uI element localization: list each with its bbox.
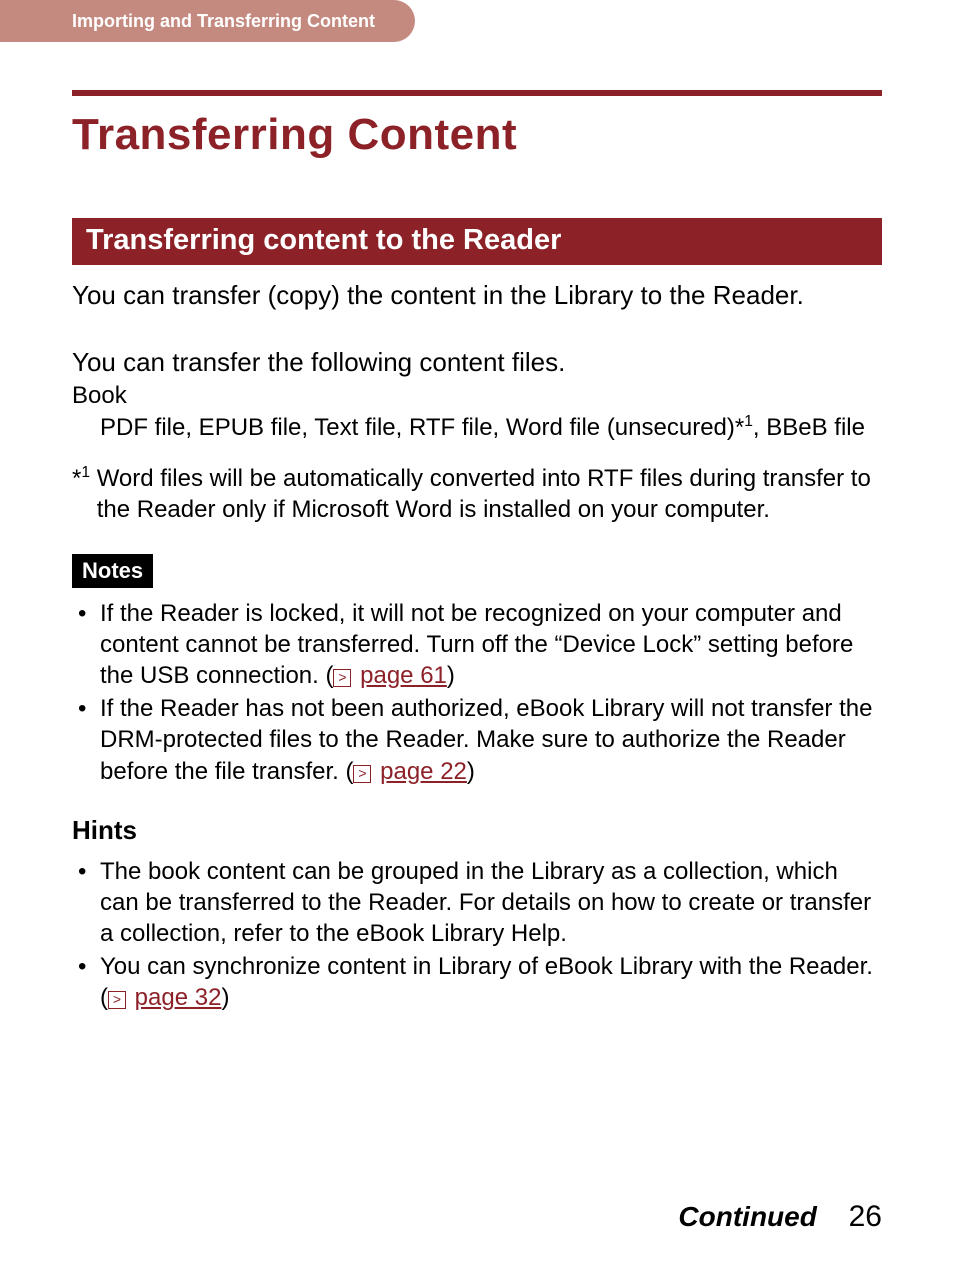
notes-list: If the Reader is locked, it will not be … <box>72 598 882 787</box>
page-content: Transferring Content Transferring conten… <box>72 90 882 1016</box>
page-number: 26 <box>849 1200 882 1233</box>
book-detail-post: , BBeB file <box>753 414 865 441</box>
note-text-pre: If the Reader has not been authorized, e… <box>100 695 872 784</box>
files-intro: You can transfer the following content f… <box>72 346 882 379</box>
note-text-post: ) <box>467 758 475 785</box>
list-item: You can synchronize content in Library o… <box>72 951 882 1013</box>
list-item: If the Reader is locked, it will not be … <box>72 598 882 692</box>
page-link[interactable]: page 32 <box>135 984 222 1011</box>
footnote-text: Word files will be automatically convert… <box>97 463 882 525</box>
footnote-marker-sup: 1 <box>81 464 90 481</box>
intro-text: You can transfer (copy) the content in t… <box>72 279 882 312</box>
book-detail: PDF file, EPUB file, Text file, RTF file… <box>100 412 882 443</box>
book-detail-sup: 1 <box>744 413 753 430</box>
hint-text: The book content can be grouped in the L… <box>100 858 871 947</box>
note-text-post: ) <box>447 662 455 689</box>
footnote-marker-pre: * <box>72 465 81 492</box>
hints-list: The book content can be grouped in the L… <box>72 856 882 1014</box>
breadcrumb: Importing and Transferring Content <box>72 11 375 32</box>
page-link[interactable]: page 61 <box>360 662 447 689</box>
book-detail-pre: PDF file, EPUB file, Text file, RTF file… <box>100 414 744 441</box>
list-item: If the Reader has not been authorized, e… <box>72 693 882 787</box>
book-label: Book <box>72 382 882 410</box>
note-text-pre: If the Reader is locked, it will not be … <box>100 600 853 689</box>
hint-text-post: ) <box>221 984 229 1011</box>
list-item: The book content can be grouped in the L… <box>72 856 882 950</box>
page-title: Transferring Content <box>72 110 882 160</box>
header-bar: Importing and Transferring Content <box>0 0 415 42</box>
notes-badge: Notes <box>72 554 153 588</box>
page-link-icon: > <box>108 991 126 1009</box>
page-link-icon: > <box>353 765 371 783</box>
section-heading: Transferring content to the Reader <box>72 218 882 265</box>
page-link-icon: > <box>333 669 351 687</box>
page-link[interactable]: page 22 <box>380 758 467 785</box>
top-rule <box>72 90 882 96</box>
footnote-marker: *1 <box>72 463 97 525</box>
continued-label: Continued <box>678 1201 816 1232</box>
footnote: *1 Word files will be automatically conv… <box>72 463 882 525</box>
hints-heading: Hints <box>72 815 882 846</box>
footer: Continued 26 <box>678 1200 882 1234</box>
